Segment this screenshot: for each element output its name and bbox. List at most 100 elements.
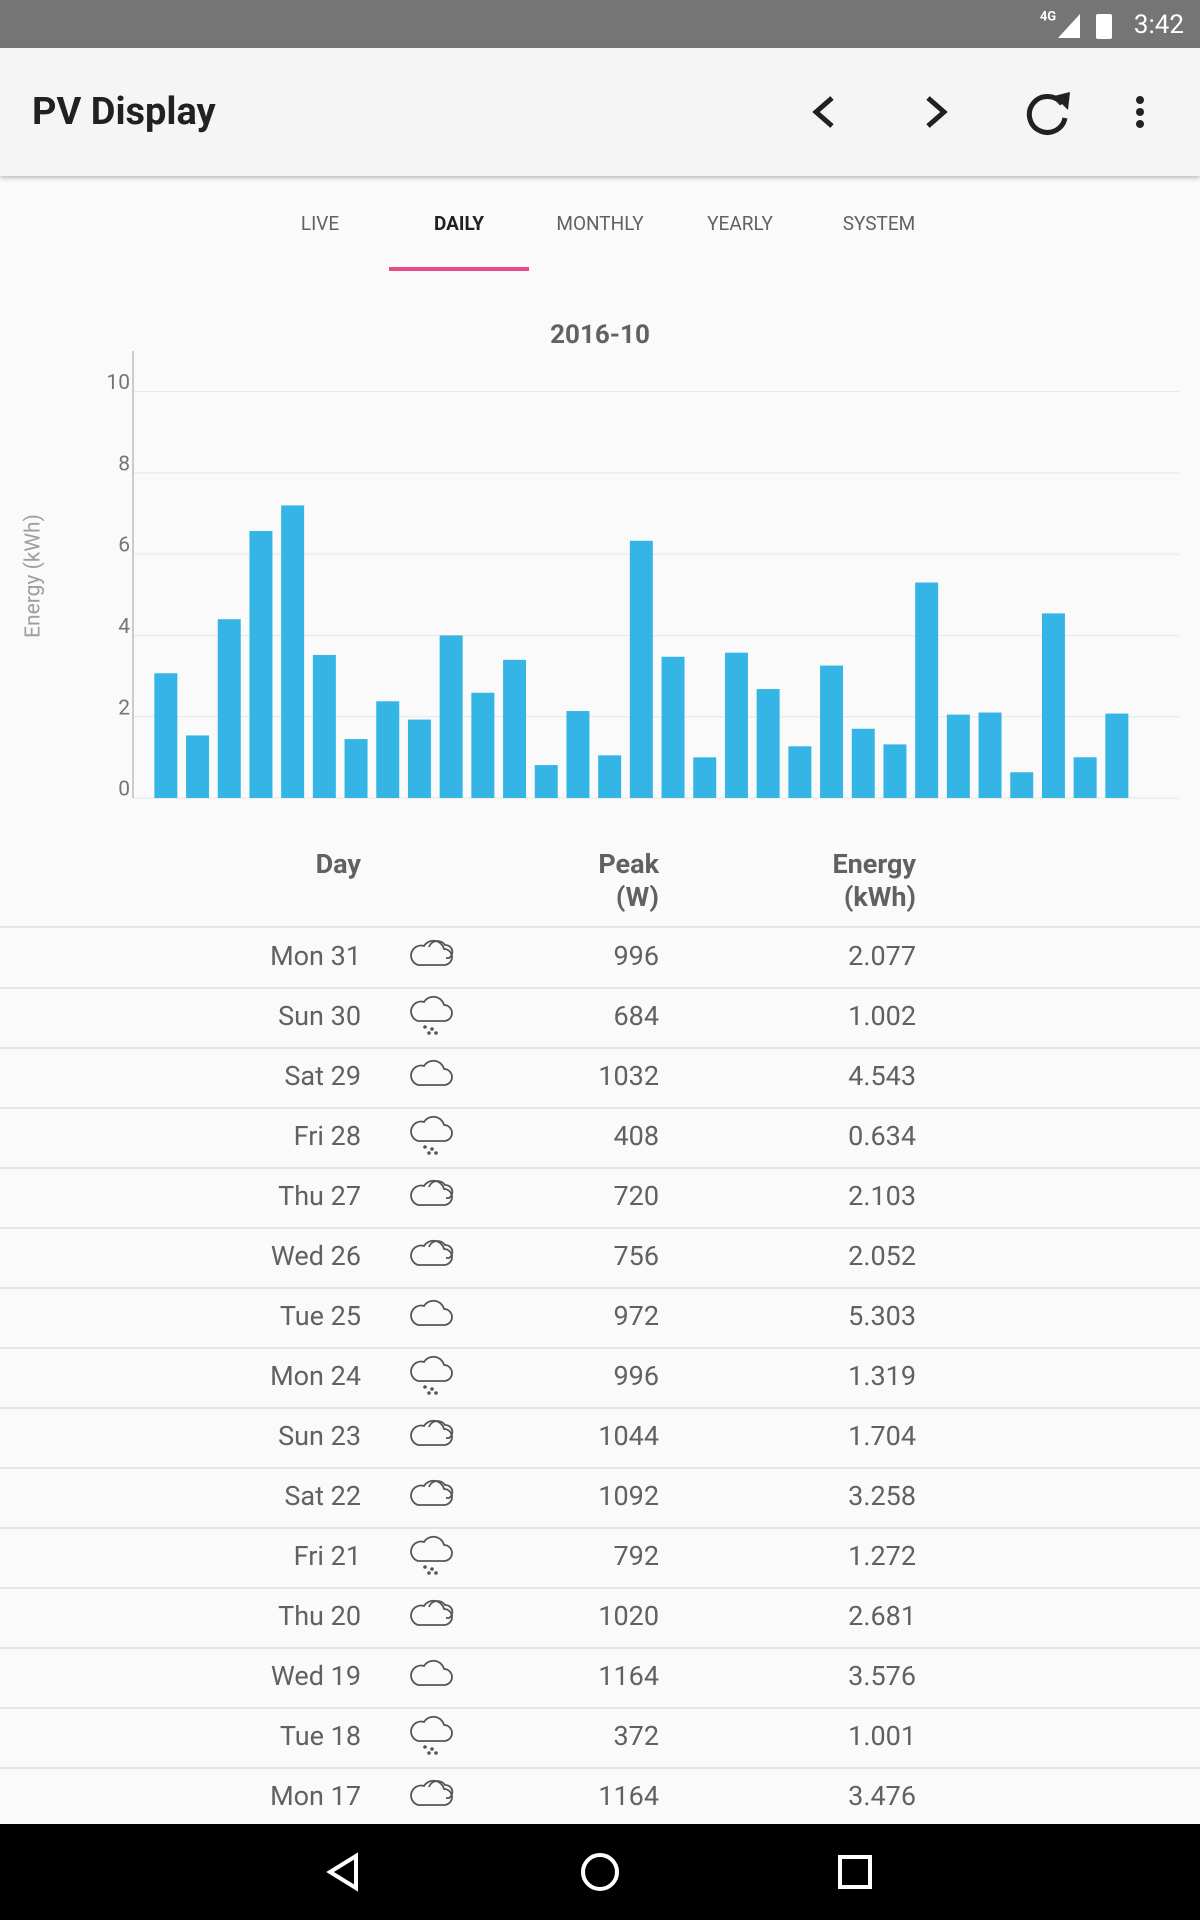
peak-cell: 372 xyxy=(613,1720,659,1752)
menu-button[interactable] xyxy=(1136,96,1144,128)
peak-cell: 1092 xyxy=(598,1480,659,1512)
rain-drop xyxy=(427,1391,431,1395)
bar xyxy=(154,673,178,798)
tab[interactable]: LIVE xyxy=(301,212,339,235)
day-cell: Sat 29 xyxy=(284,1060,361,1092)
bar xyxy=(756,689,780,798)
rain-drop xyxy=(430,1567,434,1571)
column-header: Day xyxy=(316,848,362,880)
tab[interactable]: MONTHLY xyxy=(556,212,644,235)
peak-cell: 756 xyxy=(613,1240,659,1272)
rain-drop xyxy=(430,1387,434,1391)
energy-cell: 4.543 xyxy=(848,1060,916,1092)
weather-icon xyxy=(410,1299,453,1326)
energy-cell: 1.272 xyxy=(848,1540,916,1572)
bar xyxy=(376,701,400,798)
rain-drop xyxy=(427,1751,431,1755)
nav-bar xyxy=(0,1824,1200,1920)
menu-dot xyxy=(1136,120,1144,128)
bar xyxy=(566,711,590,798)
bar xyxy=(1010,772,1034,798)
cloud-shape xyxy=(410,1239,453,1266)
cloud-shape xyxy=(410,1599,453,1626)
energy-cell: 1.002 xyxy=(848,1000,916,1032)
cloud-shape xyxy=(410,1479,453,1506)
weather-icon xyxy=(410,1355,453,1395)
weather-icon xyxy=(410,1659,453,1686)
cloud-shape xyxy=(410,1779,453,1806)
bar xyxy=(534,765,558,798)
day-cell: Sun 23 xyxy=(278,1420,361,1452)
bar xyxy=(1105,713,1129,798)
tab[interactable]: SYSTEM xyxy=(843,212,916,235)
bar xyxy=(629,540,653,798)
y-tick-label: 8 xyxy=(118,452,130,476)
battery-icon xyxy=(1096,14,1112,39)
peak-cell: 1032 xyxy=(598,1060,659,1092)
day-cell: Wed 26 xyxy=(271,1240,361,1272)
menu-dot xyxy=(1136,108,1144,116)
bar xyxy=(851,728,875,798)
weather-icon xyxy=(410,995,453,1035)
app-title: PV Display xyxy=(32,90,217,134)
bar xyxy=(344,739,368,798)
bar xyxy=(598,755,622,798)
energy-cell: 3.476 xyxy=(848,1780,916,1812)
day-cell: Wed 19 xyxy=(271,1660,361,1692)
bar xyxy=(312,654,336,798)
y-tick-label: 6 xyxy=(118,534,130,558)
signal-icon xyxy=(1058,14,1080,38)
rain-drop xyxy=(427,1031,431,1035)
prev-button[interactable] xyxy=(812,96,834,128)
energy-cell: 2.681 xyxy=(848,1600,916,1632)
cloud-shape xyxy=(410,1059,453,1086)
bar xyxy=(1041,613,1065,798)
rain-drop xyxy=(434,1031,438,1035)
bar xyxy=(883,744,907,798)
bar xyxy=(946,714,970,798)
rain-drop xyxy=(423,1025,427,1029)
cloud-shape xyxy=(410,939,453,966)
back-button[interactable] xyxy=(326,1852,358,1892)
bar xyxy=(1073,757,1097,798)
weather-icon xyxy=(410,1419,454,1446)
rain-drop xyxy=(434,1751,438,1755)
bar xyxy=(661,656,685,798)
rain-drop xyxy=(430,1147,434,1151)
y-tick-label: 2 xyxy=(118,696,130,720)
next-button[interactable] xyxy=(926,96,948,128)
tab-indicator xyxy=(389,267,529,271)
weather-icon xyxy=(410,1059,453,1086)
peak-cell: 1164 xyxy=(598,1660,659,1692)
rain-drop xyxy=(423,1145,427,1149)
bar xyxy=(407,719,431,798)
weather-icon xyxy=(410,1179,454,1206)
recents-button[interactable] xyxy=(838,1855,872,1889)
day-cell: Tue 25 xyxy=(280,1300,361,1332)
weather-icon xyxy=(410,1599,454,1626)
bar xyxy=(217,619,241,798)
clock: 3:42 xyxy=(1134,10,1184,40)
status-bar xyxy=(0,0,1200,48)
bar xyxy=(693,757,717,798)
home-button[interactable] xyxy=(581,1853,619,1891)
day-cell: Mon 17 xyxy=(270,1780,361,1812)
bar xyxy=(186,735,210,798)
chart-title: 2016-10 xyxy=(550,320,650,350)
rain-drop xyxy=(434,1571,438,1575)
cloud-shape xyxy=(410,1299,453,1326)
rain-drop xyxy=(423,1385,427,1389)
y-tick-label: 0 xyxy=(118,778,130,802)
tab[interactable]: YEARLY xyxy=(707,212,773,235)
refresh-button[interactable] xyxy=(1026,92,1070,135)
energy-cell: 1.704 xyxy=(848,1420,916,1452)
y-tick-label: 10 xyxy=(106,371,130,395)
bar xyxy=(471,692,495,798)
cloud-shape xyxy=(410,1715,453,1742)
y-axis-label: Energy (kWh) xyxy=(22,514,46,638)
tab[interactable]: DAILY xyxy=(434,212,484,235)
peak-cell: 720 xyxy=(613,1180,659,1212)
bar xyxy=(724,652,748,798)
